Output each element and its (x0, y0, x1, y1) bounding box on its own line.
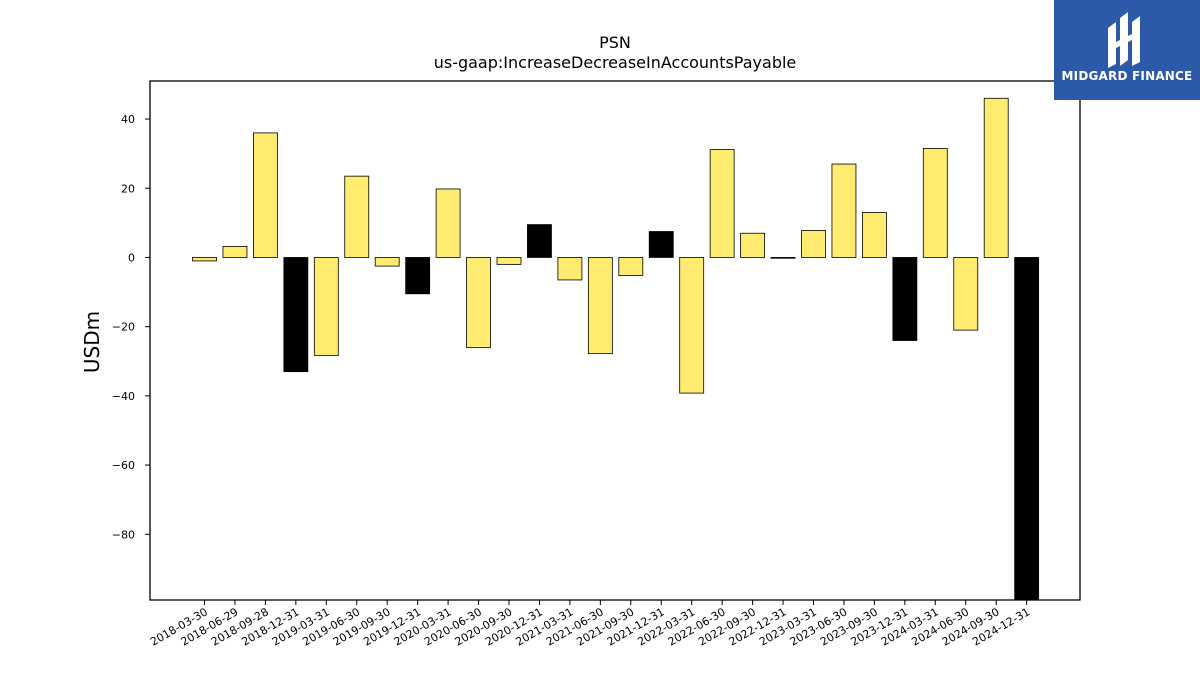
x-axis-ticks: 2018-03-302018-06-292018-09-282018-12-31… (148, 600, 1032, 649)
bar-2018-12-31 (283, 257, 309, 373)
bar-2019-03-31 (313, 257, 339, 356)
bar-2022-03-31 (679, 257, 705, 394)
bar-2024-09-30 (983, 97, 1009, 258)
bar-2019-09-30 (374, 257, 400, 267)
chart-title: PSN (599, 33, 631, 52)
bar-2024-06-30 (953, 257, 979, 331)
bar-2020-09-30 (496, 257, 522, 265)
y-tick-label: −20 (112, 321, 135, 334)
y-tick-label: −40 (112, 390, 135, 403)
y-tick-label: 20 (121, 182, 135, 195)
chart-subtitle: us-gaap:IncreaseDecreaseInAccountsPayabl… (434, 53, 797, 72)
bar-2024-03-31 (922, 148, 948, 258)
bar-2023-09-30 (862, 212, 887, 258)
bar-2021-12-31 (648, 231, 674, 258)
bar-2019-06-30 (344, 175, 370, 258)
logo-text: MIDGARD FINANCE (1061, 69, 1193, 83)
bar-2023-06-30 (831, 163, 857, 258)
plot-frame (149, 80, 1081, 601)
bars-group (192, 97, 1040, 601)
bar-2020-06-30 (466, 257, 491, 348)
bar-2023-12-31 (892, 257, 918, 341)
y-tick-label: −60 (112, 459, 135, 472)
bar-2022-06-30 (709, 149, 735, 258)
bar-2018-06-29 (222, 245, 248, 258)
bar-2021-03-31 (557, 257, 583, 281)
y-tick-label: 40 (121, 113, 135, 126)
bar-2022-09-30 (740, 232, 765, 258)
midgard-finance-logo: MIDGARD FINANCE (1054, 0, 1200, 100)
y-axis-ticks: 40 20 0 −20 −40 −60 −80 (112, 113, 150, 541)
y-tick-label: 0 (128, 251, 135, 264)
midgard-logo-icon (1108, 12, 1140, 68)
bar-2021-06-30 (587, 257, 613, 355)
y-tick-label: −80 (112, 528, 135, 541)
bar-2022-12-31 (770, 257, 796, 259)
bar-2020-03-31 (435, 188, 461, 258)
bar-2018-03-30 (192, 257, 217, 262)
bar-2018-09-28 (252, 132, 278, 258)
bar-2019-12-31 (405, 257, 431, 295)
bar-2023-03-31 (801, 230, 826, 258)
bar-2021-09-30 (618, 257, 644, 276)
y-axis-label: USDm (80, 311, 104, 373)
bar-2020-12-31 (527, 224, 552, 258)
bar-2024-12-31 (1014, 257, 1040, 601)
